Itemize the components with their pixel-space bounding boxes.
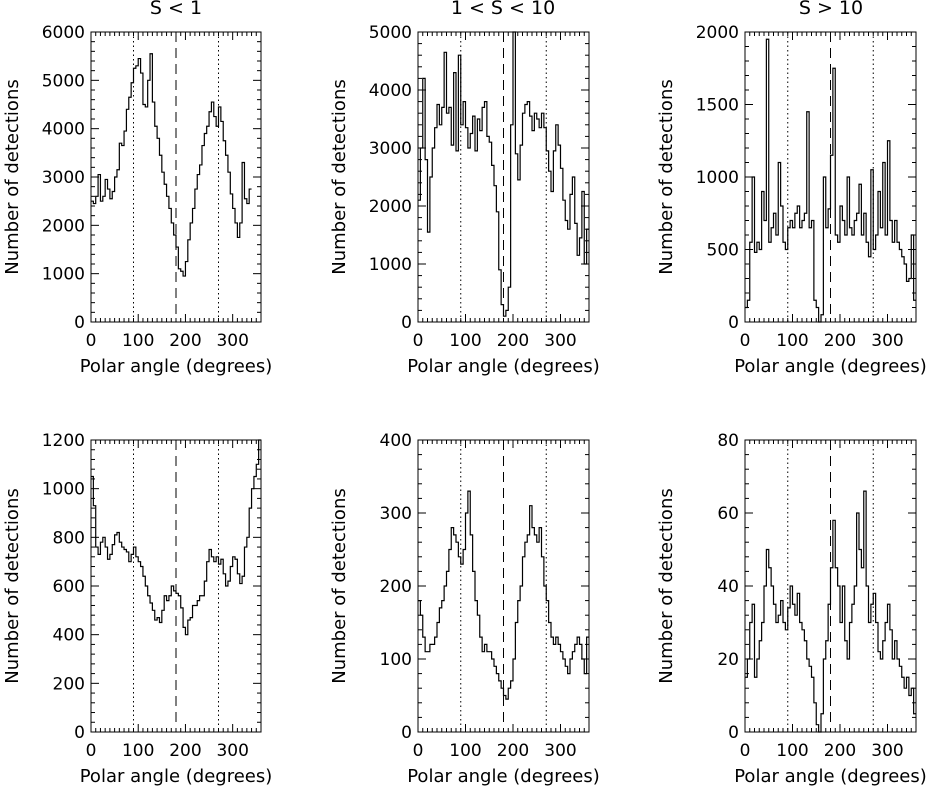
panel-6: 0 100 200 300 0 20 40 60 80 Polar angle (degrees)…	[656, 431, 927, 787]
y-tick-label: 400	[380, 431, 412, 451]
x-tick-label: 300	[871, 741, 903, 761]
y-tick-label: 80	[717, 431, 739, 451]
y-tick-label: 1000	[42, 480, 85, 500]
y-tick-label: 1000	[696, 168, 739, 188]
panel-3: 0 100 200 300 0 500 1000 1500 2000 Polar angle (d…	[656, 23, 927, 377]
y-tick-label: 0	[728, 313, 739, 333]
column-title-2: 1 < S < 10	[451, 0, 555, 19]
column-title-1: S < 1	[150, 0, 202, 19]
x-tick-label: 200	[497, 331, 529, 351]
x-tick-label: 200	[824, 331, 856, 351]
y-tick-label: 4000	[42, 120, 85, 140]
y-tick-label: 3000	[42, 168, 85, 188]
x-tick-label: 200	[169, 741, 201, 761]
y-tick-label: 4000	[369, 81, 412, 101]
y-tick-label: 600	[53, 577, 85, 597]
y-tick-label: 2000	[696, 23, 739, 43]
y-tick-label: 500	[707, 241, 739, 261]
column-title-3: S > 10	[799, 0, 863, 19]
y-tick-label: 300	[380, 504, 412, 524]
x-tick-label: 300	[544, 741, 576, 761]
x-tick-label: 200	[824, 741, 856, 761]
y-tick-label: 1500	[696, 96, 739, 116]
x-tick-label: 300	[544, 331, 576, 351]
x-tick-label: 300	[216, 741, 248, 761]
panel-1: 0 100 200 3000100020003000400050006000Polar…	[2, 23, 272, 377]
x-axis-label: Polar angle (degrees)	[734, 766, 927, 787]
histogram-series	[418, 490, 589, 700]
y-tick-label: 40	[717, 577, 739, 597]
y-tick-label: 100	[380, 650, 412, 670]
x-tick-label: 200	[497, 741, 529, 761]
x-tick-label: 300	[216, 331, 248, 351]
y-tick-label: 2000	[369, 197, 412, 217]
x-tick-label: 100	[122, 331, 154, 351]
y-tick-label: 5000	[42, 71, 85, 91]
x-tick-label: 0	[86, 331, 97, 351]
y-axis-label: Number of detections	[656, 488, 677, 684]
x-tick-label: 0	[413, 331, 424, 351]
y-tick-label: 1200	[42, 431, 85, 451]
x-tick-label: 300	[871, 331, 903, 351]
x-tick-label: 100	[122, 741, 154, 761]
histogram-series	[745, 38, 916, 323]
y-tick-label: 0	[401, 313, 412, 333]
y-axis-label: Number of detections	[2, 79, 23, 275]
y-tick-label: 3000	[369, 139, 412, 159]
x-tick-label: 100	[776, 741, 808, 761]
panel-4: 0 100 200 300 0 200 400 600 800 1000 1200 Polar ang…	[2, 431, 272, 787]
y-tick-label: 200	[380, 577, 412, 597]
y-tick-label: 0	[74, 723, 85, 743]
y-tick-label: 2000	[42, 216, 85, 236]
x-tick-label: 0	[740, 331, 751, 351]
x-tick-label: 100	[449, 741, 481, 761]
x-tick-label: 100	[449, 331, 481, 351]
x-axis-label: Polar angle (degrees)	[734, 356, 927, 377]
y-axis-label: Number of detections	[656, 79, 677, 275]
y-tick-label: 0	[401, 723, 412, 743]
y-tick-label: 5000	[369, 23, 412, 43]
x-axis-label: Polar angle (degrees)	[80, 766, 273, 787]
histogram-series	[745, 490, 916, 733]
histogram-series	[91, 439, 261, 636]
x-axis-label: Polar angle (degrees)	[80, 356, 273, 377]
y-tick-label: 400	[53, 626, 85, 646]
panel-5: 0 100 200 300 0 100 200 300 400 Polar angle (degr…	[329, 431, 600, 787]
x-tick-label: 0	[413, 741, 424, 761]
x-tick-label: 0	[86, 741, 97, 761]
histogram-series	[91, 53, 252, 277]
histogram-series	[418, 31, 589, 317]
y-tick-label: 200	[53, 674, 85, 694]
x-tick-label: 200	[169, 331, 201, 351]
x-tick-label: 0	[740, 741, 751, 761]
y-axis-label: Number of detections	[2, 488, 23, 684]
y-axis-label: Number of detections	[329, 79, 350, 275]
panels: 0 100 200 3000100020003000400050006000Polar…	[2, 23, 927, 787]
y-axis-label: Number of detections	[329, 488, 350, 684]
y-tick-label: 0	[74, 313, 85, 333]
x-axis-label: Polar angle (degrees)	[407, 356, 600, 377]
y-tick-label: 800	[53, 528, 85, 548]
y-tick-label: 60	[717, 504, 739, 524]
y-tick-label: 1000	[369, 255, 412, 275]
x-tick-label: 100	[776, 331, 808, 351]
y-tick-label: 1000	[42, 265, 85, 285]
x-axis-label: Polar angle (degrees)	[407, 766, 600, 787]
y-tick-label: 6000	[42, 23, 85, 43]
y-tick-label: 0	[728, 723, 739, 743]
y-tick-label: 20	[717, 650, 739, 670]
